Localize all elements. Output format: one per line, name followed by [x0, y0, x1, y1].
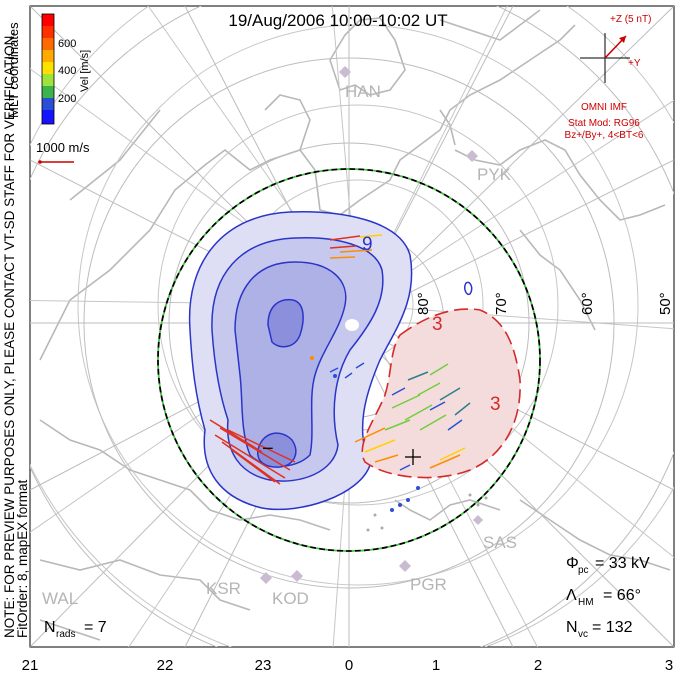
- station-markers: [260, 66, 483, 584]
- n-vc-symbol: N: [566, 619, 578, 636]
- reference-vector: 1000 m/s: [36, 140, 90, 164]
- phi-pc-symbol: Φ: [566, 555, 579, 572]
- mlt-label-23: 23: [255, 657, 272, 674]
- colorbar-tick-600: 600: [58, 38, 76, 50]
- colorbar-label: Vel [m/s]: [79, 50, 91, 92]
- phi-pc-value: = 33 kV: [595, 555, 650, 572]
- contour-label-min: −: [262, 438, 274, 460]
- lambda-hm-sub: HM: [578, 597, 594, 608]
- latitude-labels: 80° 70° 60° 50°: [415, 292, 674, 315]
- mlt-label-3: 3: [665, 657, 673, 674]
- phi-pc-sub: pc: [578, 565, 589, 576]
- colorbar-tick-200: 200: [58, 93, 76, 105]
- n-vc-sub: vc: [578, 629, 588, 640]
- mlt-label-2: 2: [534, 657, 542, 674]
- hm-boundary: [157, 168, 541, 552]
- stat-model-line2: Bz+/By+, 4<BT<6: [565, 130, 644, 141]
- stat-model-line1: Stat Mod: RG96: [568, 118, 640, 129]
- colorbar-tick-400: 400: [58, 65, 76, 77]
- velocity-colorbar: 600 400 200 Vel [m/s]: [41, 13, 91, 125]
- latitude-label-70: 70°: [493, 292, 510, 315]
- station-label-kod: KOD: [272, 589, 309, 608]
- mlt-axis: 21 22 23 0 1 2 3: [22, 657, 674, 674]
- contour-label-pos-b: 3: [490, 394, 501, 415]
- station-marker-han: [339, 66, 351, 78]
- station-marker-pyk: [466, 150, 478, 162]
- station-marker-ksr: [260, 572, 272, 584]
- contour-label-pos-a: 3: [432, 314, 443, 335]
- max-marker: [405, 449, 421, 465]
- mlt-label-21: 21: [22, 657, 39, 674]
- n-rads-sub: rads: [56, 629, 75, 640]
- mlt-label-0: 0: [345, 657, 353, 674]
- stats-panel: Φ pc = 33 kV Λ HM = 66° N vc = 132 N rad…: [44, 555, 650, 640]
- reference-vector-label: 1000 m/s: [36, 140, 90, 155]
- station-label-pgr: PGR: [410, 575, 447, 594]
- map-title: 19/Aug/2006 10:00-10:02 UT: [228, 11, 447, 30]
- positive-cell: [361, 308, 521, 479]
- mlt-label-1: 1: [432, 657, 440, 674]
- negative-cell: [188, 211, 473, 511]
- contour-neg-4: [267, 298, 304, 348]
- station-label-pyk: PYK: [477, 165, 512, 184]
- contour-neg-3: [234, 261, 347, 467]
- n-rads-symbol: N: [44, 619, 56, 636]
- imf-y-label: +Y: [628, 58, 641, 69]
- mlt-coordinates-label: MLT coordinates: [6, 22, 21, 118]
- contour-pos-1: [361, 308, 521, 479]
- coastlines: [39, 9, 671, 641]
- vector-origins: [310, 356, 488, 532]
- latitude-label-50: 50°: [657, 292, 674, 315]
- station-label-wal: WAL: [42, 589, 78, 608]
- station-label-ksr: KSR: [206, 579, 241, 598]
- n-rads-value: = 7: [84, 619, 107, 636]
- station-label-sas: SAS: [483, 533, 517, 552]
- imf-panel: +Z (5 nT) +Y OMNI IMF Stat Mod: RG96 Bz+…: [565, 14, 652, 141]
- contour-labels: 9 − 3 3: [262, 234, 501, 460]
- fitorder-note: FitOrder: 8, mapEX format: [15, 479, 30, 638]
- station-marker-sas: [473, 515, 483, 525]
- n-vc-value: = 132: [592, 619, 633, 636]
- imf-source: OMNI IMF: [581, 102, 627, 113]
- station-label-han: HAN: [345, 82, 381, 101]
- preview-note: NOTE: FOR PREVIEW PURPOSES ONLY, PLEASE …: [2, 32, 17, 638]
- contour-label-negative: 9: [362, 234, 373, 255]
- station-marker-pgr: [399, 560, 411, 572]
- station-marker-kod: [291, 570, 303, 582]
- lambda-hm-symbol: Λ: [566, 587, 577, 604]
- latitude-label-80: 80°: [415, 292, 432, 315]
- imf-z-label: +Z (5 nT): [610, 14, 651, 25]
- mlt-label-22: 22: [157, 657, 174, 674]
- latitude-label-60: 60°: [579, 292, 596, 315]
- velocity-vectors: [209, 234, 471, 485]
- lambda-hm-value: = 66°: [603, 587, 641, 604]
- hm-boundary-green: [157, 168, 541, 552]
- station-labels: HAN PYK SAS PGR KOD KSR WAL: [42, 82, 517, 608]
